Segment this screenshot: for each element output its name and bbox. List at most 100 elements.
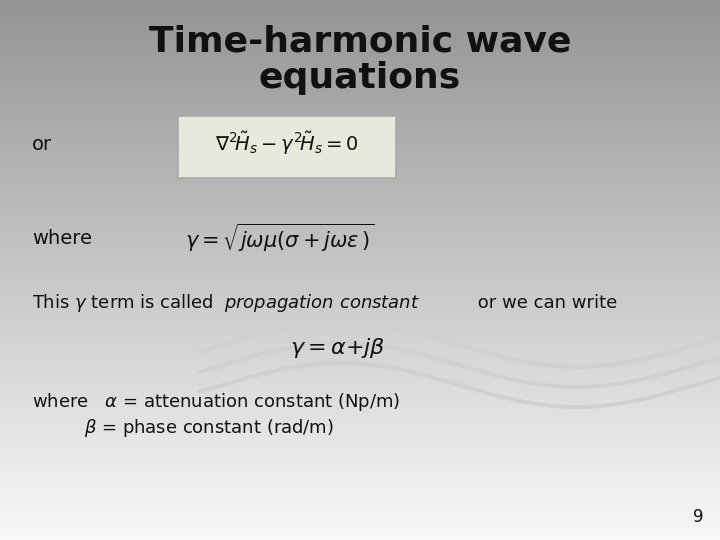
Bar bbox=[0, 38, 720, 39]
Bar bbox=[0, 18, 720, 20]
Bar bbox=[0, 16, 720, 18]
Bar bbox=[0, 131, 720, 133]
Bar bbox=[0, 497, 720, 498]
Bar bbox=[0, 128, 720, 130]
Bar bbox=[0, 180, 720, 182]
Bar bbox=[0, 535, 720, 536]
Bar bbox=[0, 421, 720, 423]
Bar bbox=[0, 104, 720, 106]
Bar bbox=[0, 493, 720, 495]
Text: This $\gamma$ term is called: This $\gamma$ term is called bbox=[32, 292, 215, 314]
Bar bbox=[0, 2, 720, 4]
Bar bbox=[0, 441, 720, 443]
Bar bbox=[0, 22, 720, 23]
Bar bbox=[0, 173, 720, 174]
Bar bbox=[0, 369, 720, 371]
Bar bbox=[0, 4, 720, 5]
Bar bbox=[0, 158, 720, 160]
Bar bbox=[0, 193, 720, 194]
Bar bbox=[0, 367, 720, 369]
Bar bbox=[0, 304, 720, 306]
Bar bbox=[0, 236, 720, 238]
Text: $\beta$ = phase constant (rad/m): $\beta$ = phase constant (rad/m) bbox=[84, 417, 334, 439]
Bar bbox=[0, 200, 720, 201]
Bar bbox=[0, 140, 720, 142]
Bar bbox=[0, 420, 720, 421]
Bar bbox=[0, 178, 720, 180]
Bar bbox=[0, 380, 720, 382]
Bar bbox=[0, 29, 720, 31]
Bar bbox=[0, 239, 720, 241]
Bar bbox=[0, 452, 720, 454]
Bar bbox=[0, 108, 720, 110]
Bar bbox=[0, 274, 720, 275]
Bar bbox=[0, 292, 720, 293]
Text: 9: 9 bbox=[693, 508, 703, 526]
Bar bbox=[0, 42, 720, 43]
Bar bbox=[0, 79, 720, 81]
Bar bbox=[0, 27, 720, 29]
Text: or: or bbox=[32, 134, 52, 153]
Bar bbox=[0, 447, 720, 448]
Bar bbox=[0, 223, 720, 225]
Bar bbox=[0, 396, 720, 398]
Bar bbox=[0, 506, 720, 508]
Bar bbox=[0, 328, 720, 329]
Bar bbox=[0, 124, 720, 126]
Bar bbox=[0, 459, 720, 461]
Bar bbox=[0, 533, 720, 535]
Bar bbox=[0, 502, 720, 504]
Bar bbox=[0, 355, 720, 356]
Bar bbox=[0, 412, 720, 414]
Bar bbox=[0, 479, 720, 481]
Bar bbox=[0, 363, 720, 366]
Bar bbox=[0, 297, 720, 299]
Bar bbox=[0, 425, 720, 427]
Bar bbox=[0, 301, 720, 302]
Bar bbox=[0, 536, 720, 538]
Bar bbox=[0, 477, 720, 479]
Bar bbox=[0, 83, 720, 85]
Bar bbox=[0, 268, 720, 270]
Bar bbox=[0, 285, 720, 286]
Bar bbox=[0, 376, 720, 378]
Bar bbox=[0, 74, 720, 76]
Text: equations: equations bbox=[259, 61, 461, 95]
Bar bbox=[0, 259, 720, 261]
Bar bbox=[0, 522, 720, 524]
Bar bbox=[0, 360, 720, 362]
Bar bbox=[0, 319, 720, 320]
Bar bbox=[0, 324, 720, 326]
Bar bbox=[0, 171, 720, 173]
Bar bbox=[0, 270, 720, 272]
Bar bbox=[0, 77, 720, 79]
Bar bbox=[0, 265, 720, 266]
Bar bbox=[0, 383, 720, 385]
Bar bbox=[0, 430, 720, 432]
Bar bbox=[0, 45, 720, 47]
Bar bbox=[0, 432, 720, 434]
Bar bbox=[0, 277, 720, 279]
Bar bbox=[0, 491, 720, 493]
Bar bbox=[0, 315, 720, 317]
Bar bbox=[0, 220, 720, 221]
Bar bbox=[0, 254, 720, 255]
Bar bbox=[0, 353, 720, 355]
Bar bbox=[0, 56, 720, 58]
Bar bbox=[0, 9, 720, 11]
Bar bbox=[0, 12, 720, 15]
Bar bbox=[0, 36, 720, 38]
Bar bbox=[0, 232, 720, 234]
Bar bbox=[0, 135, 720, 137]
Bar bbox=[0, 504, 720, 506]
Bar bbox=[0, 518, 720, 520]
Bar bbox=[0, 531, 720, 533]
Bar bbox=[0, 474, 720, 475]
Bar bbox=[0, 320, 720, 322]
Bar bbox=[0, 194, 720, 196]
Bar bbox=[0, 144, 720, 146]
Bar bbox=[0, 191, 720, 193]
Bar bbox=[0, 481, 720, 482]
Bar bbox=[0, 5, 720, 7]
Bar bbox=[0, 374, 720, 376]
